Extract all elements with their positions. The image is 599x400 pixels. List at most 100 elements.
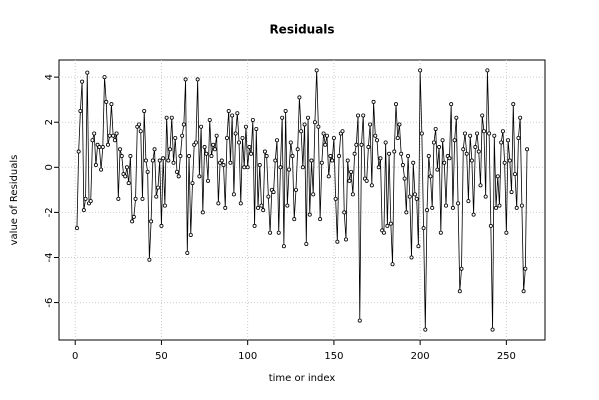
point (428, 174, 433, 179)
point (235, 111, 240, 116)
point (109, 102, 114, 107)
point (164, 115, 169, 120)
point (433, 126, 438, 131)
point (293, 187, 298, 192)
point (369, 183, 374, 188)
point (131, 214, 136, 219)
point (492, 133, 497, 138)
point (292, 217, 297, 222)
point (150, 158, 155, 163)
point (254, 126, 259, 131)
point (490, 327, 495, 332)
point (219, 158, 224, 163)
point (466, 199, 471, 204)
point (359, 142, 364, 147)
point (485, 68, 490, 73)
point (330, 158, 335, 163)
point (216, 201, 221, 206)
point (238, 201, 243, 206)
point (268, 230, 273, 235)
point (511, 102, 516, 107)
point (385, 223, 390, 228)
point (364, 178, 369, 183)
point (499, 140, 504, 145)
point (178, 154, 183, 159)
point (481, 129, 486, 134)
point (411, 160, 416, 165)
point (190, 181, 195, 186)
point (442, 160, 447, 165)
x-axis-label: time or index (269, 373, 336, 384)
point (283, 108, 288, 113)
point (354, 142, 359, 147)
point (166, 158, 171, 163)
point (321, 131, 326, 136)
point (140, 196, 145, 201)
point (285, 203, 290, 208)
point (85, 70, 90, 75)
point (456, 201, 461, 206)
x-tick-label: 0 (72, 351, 78, 362)
point (262, 149, 267, 154)
point (221, 163, 226, 168)
point (519, 203, 524, 208)
point (430, 205, 435, 210)
point (412, 192, 417, 197)
point (319, 160, 324, 165)
point (137, 122, 142, 127)
point (516, 136, 521, 141)
point (247, 145, 252, 150)
point (350, 192, 355, 197)
x-tick-label: 200 (411, 351, 430, 362)
point (325, 133, 330, 138)
point (376, 165, 381, 170)
point (390, 262, 395, 267)
point (204, 151, 209, 156)
point (181, 122, 186, 127)
point (352, 151, 357, 156)
point (406, 154, 411, 159)
point (174, 169, 179, 174)
point (161, 156, 166, 161)
point (266, 194, 271, 199)
point (74, 226, 79, 231)
point (116, 196, 121, 201)
point (281, 244, 286, 249)
point (143, 158, 148, 163)
point (421, 226, 426, 231)
point (462, 131, 467, 136)
point (475, 131, 480, 136)
point (290, 154, 295, 159)
point (295, 147, 300, 152)
point (228, 160, 233, 165)
point (478, 183, 483, 188)
point (407, 194, 412, 199)
point (504, 230, 509, 235)
y-tick-label: -6 (44, 298, 55, 308)
point (288, 140, 293, 145)
point (506, 138, 511, 143)
point (449, 102, 454, 107)
point (423, 327, 428, 332)
point (395, 136, 400, 141)
point (476, 149, 481, 154)
point (197, 174, 202, 179)
point (278, 165, 283, 170)
point (494, 205, 499, 210)
point (300, 165, 305, 170)
point (240, 136, 245, 141)
point (243, 124, 248, 129)
point (426, 154, 431, 159)
point (230, 113, 235, 118)
point (287, 167, 292, 172)
point (525, 147, 530, 152)
point (514, 205, 519, 210)
point (425, 208, 430, 213)
point (119, 154, 124, 159)
point (78, 108, 83, 113)
point (409, 255, 414, 260)
point (128, 154, 133, 159)
point (306, 115, 311, 120)
point (199, 124, 204, 129)
point (488, 223, 493, 228)
